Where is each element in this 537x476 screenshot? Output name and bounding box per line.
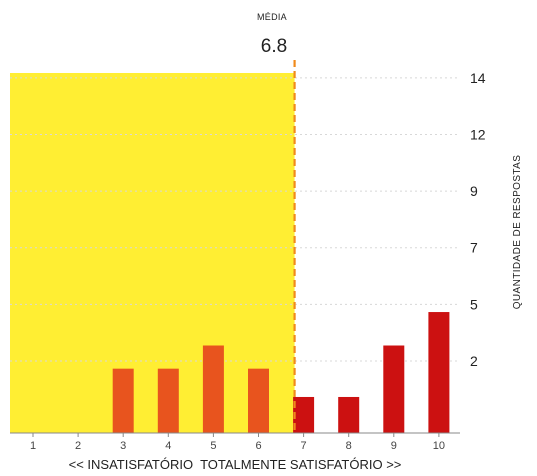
bar-7 bbox=[293, 396, 315, 433]
y-tick-label: 7 bbox=[470, 240, 478, 256]
x-tick-label: 5 bbox=[210, 440, 216, 452]
x-tick-label: 4 bbox=[165, 440, 171, 452]
x-tick-label: 10 bbox=[433, 440, 445, 452]
x-ticks: 1 2 3 4 5 6 7 8 9 10 bbox=[30, 433, 445, 452]
bar-3 bbox=[112, 368, 134, 433]
gridlines bbox=[10, 77, 460, 362]
bar-9 bbox=[383, 345, 405, 433]
x-tick-label: 7 bbox=[301, 440, 307, 452]
x-tick-label: 6 bbox=[255, 440, 261, 452]
mean-label: MÉDIA bbox=[257, 12, 287, 22]
bar-4 bbox=[157, 368, 179, 433]
y-tick-label: 14 bbox=[470, 70, 486, 86]
x-tick-label: 2 bbox=[75, 440, 81, 452]
x-axis-caption: << INSATISFATÓRIO TOTALMENTE SATISFATÓRI… bbox=[69, 457, 402, 472]
bar-8 bbox=[338, 396, 360, 433]
bars bbox=[112, 312, 450, 433]
y-tick-label: 5 bbox=[470, 296, 478, 312]
x-tick-label: 3 bbox=[120, 440, 126, 452]
bar-6 bbox=[248, 368, 269, 433]
y-tick-label: 12 bbox=[470, 126, 486, 142]
x-tick-label: 8 bbox=[346, 440, 352, 452]
below-mean-shaded-region bbox=[10, 73, 295, 433]
y-axis-label: QUANTIDADE DE RESPOSTAS bbox=[512, 155, 523, 310]
y-tick-label: 9 bbox=[470, 183, 478, 199]
mean-value: 6.8 bbox=[261, 36, 287, 57]
y-tick-label: 2 bbox=[470, 353, 478, 369]
bar-5 bbox=[202, 345, 224, 433]
x-tick-label: 1 bbox=[30, 440, 36, 452]
bar-10 bbox=[428, 312, 450, 433]
y-ticks: 2 5 7 9 12 14 bbox=[470, 70, 486, 369]
x-tick-label: 9 bbox=[391, 440, 397, 452]
